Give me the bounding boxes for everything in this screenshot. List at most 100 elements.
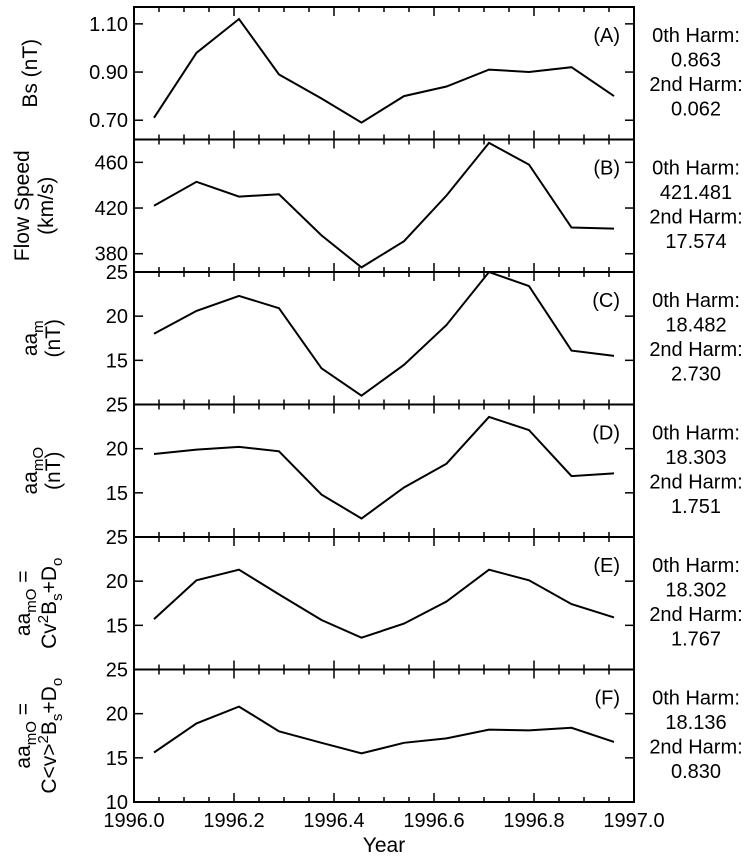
y-axis-label-line: Cv2Bs+Do: [35, 558, 66, 649]
harmonic-value: 421.481: [660, 182, 732, 204]
panel-b: 380 420 460 (B) Flow Speed (km/s) 0th Harm:421…: [11, 138, 743, 273]
panel-label: (D): [592, 423, 620, 445]
y-tick-label: 25: [106, 660, 128, 682]
y-axis-label: Flow Speed (km/s): [11, 150, 58, 261]
harmonic-label: 2nd Harm:: [649, 472, 742, 494]
x-tick-label: 1996.8: [503, 810, 564, 832]
panel-label: (B): [593, 158, 620, 180]
y-tick-label: 15: [106, 748, 128, 770]
harmonic-value: 18.136: [665, 712, 726, 734]
y-tick-label: 460: [95, 152, 128, 174]
harmonic-label: 0th Harm:: [652, 158, 740, 180]
y-tick-label: 20: [106, 704, 128, 726]
y-tick-label: 20: [106, 439, 128, 461]
y-axis-label-line: C<v>2Bs+Do: [35, 678, 66, 794]
harmonic-label: 0th Harm:: [652, 25, 740, 47]
harmonic-label: 2nd Harm:: [649, 737, 742, 759]
panel-d: 15 20 25 (D) aamO(nT) 0th Harm:18.303 2nd Harm…: [19, 395, 743, 538]
panel-label: (E): [593, 555, 620, 577]
series-line: [153, 270, 615, 397]
harmonic-annotation: 0th Harm:18.136 2nd Harm:0.830: [649, 688, 742, 784]
panel-frame: [133, 271, 635, 406]
y-tick-label: 1.10: [89, 14, 128, 36]
x-tick-label: 1997.0: [603, 810, 664, 832]
harmonic-annotation: 0th Harm:421.481 2nd Harm:17.574: [649, 158, 742, 254]
harmonic-label: 0th Harm:: [652, 555, 740, 577]
harmonic-label: 0th Harm:: [652, 423, 740, 445]
harmonic-value: 17.574: [665, 231, 726, 253]
panel-frame: [133, 668, 635, 803]
y-tick-label: 15: [106, 350, 128, 372]
y-axis-label-line: Bs (nT): [19, 39, 42, 108]
harmonic-label: 2nd Harm:: [649, 604, 742, 626]
y-tick-label: 10: [106, 792, 128, 814]
panel-label: (A): [593, 25, 620, 47]
y-tick-label: 380: [95, 244, 128, 266]
y-axis-label: Bs (nT): [19, 39, 42, 108]
panel-frame: [133, 6, 635, 141]
y-tick-label: 15: [106, 615, 128, 637]
y-tick-label: 420: [95, 198, 128, 220]
harmonic-value: 18.303: [665, 447, 726, 469]
harmonic-label: 2nd Harm:: [649, 207, 742, 229]
y-axis-label-line: (km/s): [35, 177, 58, 235]
harmonic-annotation: 0th Harm:18.303 2nd Harm:1.751: [649, 423, 742, 519]
x-axis: 1996.0 1996.2 1996.4 1996.6 1996.8 1997.0: [103, 810, 664, 832]
chart-panels: 0.700.901.10(A)Bs (nT)0th Harm:0.8632nd …: [11, 6, 743, 815]
panel-frame: [133, 138, 635, 273]
x-axis-label: Year: [363, 834, 405, 857]
x-tick-label: 1996.4: [303, 810, 364, 832]
y-axis-label-line: aamO: [19, 447, 47, 495]
y-axis-label-line: (nT): [42, 319, 65, 358]
harmonic-value: 1.767: [671, 629, 721, 651]
y-tick-label: 25: [106, 262, 128, 284]
y-tick-label: 25: [106, 527, 128, 549]
harmonic-label: 2nd Harm:: [649, 74, 742, 96]
panel-a: 0.70 0.90 1.10 (A) Bs (nT) 0th Harm: 0.8632nd …: [19, 6, 743, 141]
y-axis-label-line: Flow Speed: [11, 150, 34, 261]
y-axis-label-line: aam: [19, 320, 47, 356]
y-tick-label: 25: [106, 395, 128, 417]
series-line: [153, 568, 615, 639]
y-axis-label: aam(nT): [19, 319, 65, 358]
harmonic-value: 18.302: [665, 580, 726, 602]
y-axis-label-line: (nT): [42, 452, 65, 491]
harmonic-value: 18.482: [665, 315, 726, 337]
harmonic-label: 0th Harm:: [652, 688, 740, 710]
harmonic-label: 2nd Harm:: [649, 339, 742, 361]
panel-frame: [133, 403, 635, 538]
series-line: [153, 705, 615, 755]
y-axis-label: aamO(nT): [19, 447, 65, 495]
harmonic-value: 0.830: [671, 761, 721, 783]
y-tick-label: 20: [106, 306, 128, 328]
y-axis-label-line: aamO =: [12, 570, 40, 636]
y-tick-label: 0.90: [89, 62, 128, 84]
y-axis-label-line: aamO =: [12, 703, 40, 769]
harmonic-value: 2.730: [671, 364, 721, 386]
y-axis-label: aamO =Cv2Bs+Do: [12, 558, 66, 649]
series-line: [153, 17, 615, 124]
harmonic-value: 1.751: [671, 496, 721, 518]
panel-label: (C): [592, 290, 620, 312]
x-tick-label: 1996.2: [203, 810, 264, 832]
y-tick-label: 15: [106, 483, 128, 505]
y-axis-label: aamO =C<v>2Bs+Do: [12, 678, 66, 794]
x-tick-label: 1996.0: [103, 810, 164, 832]
x-tick-label: 1996.6: [403, 810, 464, 832]
harmonic-label: 0th Harm:: [652, 290, 740, 312]
harmonic-value: 0.062: [671, 99, 721, 121]
panel-label: (F): [594, 688, 620, 710]
series-line: [153, 415, 615, 520]
harmonic-value: 0.863: [671, 50, 721, 72]
panel-e: 15 20 25 (E) aamO =Cv2Bs+Do 0th Harm: 18.3022n…: [12, 527, 743, 671]
y-tick-label: 20: [106, 571, 128, 593]
panel-f: 10 15 20 25 (F) aamO =C<v>2Bs+Do 0th Harm:18.1…: [12, 660, 743, 815]
series-line: [153, 141, 615, 269]
panel-frame: [133, 536, 635, 671]
y-tick-label: 0.70: [89, 110, 128, 132]
